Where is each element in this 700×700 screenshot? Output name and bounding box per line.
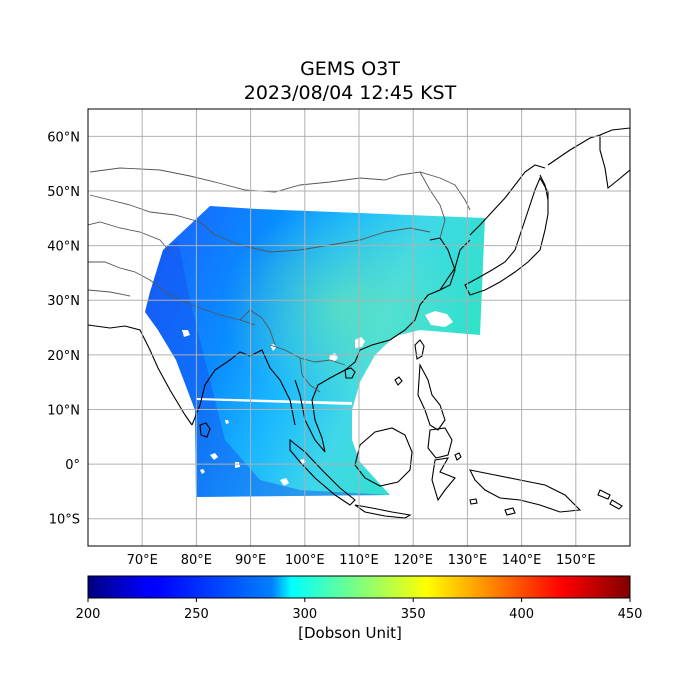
- lon-tick-label: 150°E: [556, 553, 596, 568]
- colorbar-tick-label: 250: [184, 607, 209, 622]
- lon-tick-label: 90°E: [235, 553, 266, 568]
- colorbar-tick-label: 450: [618, 607, 643, 622]
- colorbar-tick-label: 400: [509, 607, 534, 622]
- lat-tick-label: 40°N: [47, 240, 80, 255]
- lat-tick-label: 60°N: [47, 130, 80, 145]
- lon-tick-label: 70°E: [127, 553, 158, 568]
- longitude-tick-labels: 70°E 80°E 90°E 100°E 110°E 120°E 130°E 140°E 150…: [127, 553, 596, 568]
- map-gridlines: [88, 109, 630, 546]
- lat-tick-label: 20°N: [47, 349, 80, 364]
- colorbar-tick-label: 200: [76, 607, 101, 622]
- lon-tick-label: 110°E: [339, 553, 379, 568]
- map-subtitle-datetime: 2023/08/04 12:45 KST: [243, 82, 457, 104]
- colorbar-ticks: 200 250 300 350 400 450: [76, 598, 643, 622]
- colorbar-tick-label: 300: [292, 607, 317, 622]
- lon-tick-label: 100°E: [285, 553, 325, 568]
- map-title: GEMS O3T: [300, 58, 400, 80]
- lat-tick-label: 30°N: [47, 294, 80, 309]
- country-borders: [88, 167, 471, 393]
- colorbar-tick-label: 350: [401, 607, 426, 622]
- lat-tick-label: 10°S: [49, 513, 80, 528]
- lon-tick-label: 120°E: [393, 553, 433, 568]
- colorbar: [87, 575, 631, 599]
- map-axes-frame: [87, 108, 631, 547]
- coastlines: [88, 127, 630, 519]
- latitude-tick-labels: 60°N 50°N 40°N 30°N 20°N 10°N 0° 10°S: [47, 130, 80, 527]
- lon-tick-label: 140°E: [502, 553, 542, 568]
- colorbar-unit-label: [Dobson Unit]: [298, 624, 402, 642]
- ozone-swath: [145, 206, 485, 497]
- lat-tick-label: 10°N: [47, 403, 80, 418]
- lat-tick-label: 0°: [65, 458, 80, 473]
- lat-tick-label: 50°N: [47, 185, 80, 200]
- lon-tick-label: 80°E: [181, 553, 212, 568]
- lon-tick-label: 130°E: [448, 553, 488, 568]
